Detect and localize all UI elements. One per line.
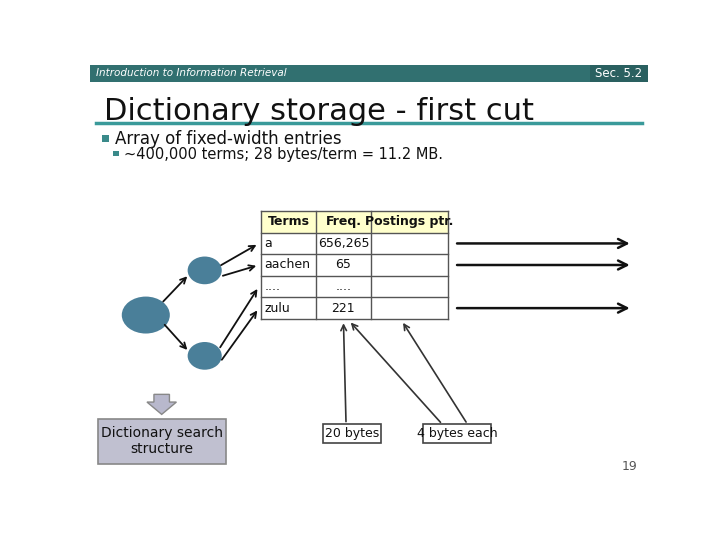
- Bar: [261, 211, 448, 233]
- Text: Dictionary storage - first cut: Dictionary storage - first cut: [104, 97, 534, 125]
- Text: Terms: Terms: [267, 215, 310, 228]
- Text: Array of fixed-width entries: Array of fixed-width entries: [114, 131, 341, 149]
- Bar: [590, 65, 648, 82]
- Text: ~400,000 terms; 28 bytes/term = 11.2 MB.: ~400,000 terms; 28 bytes/term = 11.2 MB.: [124, 147, 443, 163]
- Bar: [98, 419, 225, 464]
- Text: Sec. 5.2: Sec. 5.2: [595, 67, 642, 80]
- Text: Introduction to Information Retrieval: Introduction to Information Retrieval: [96, 68, 287, 78]
- Text: 221: 221: [332, 302, 355, 315]
- Text: 19: 19: [621, 460, 637, 473]
- Bar: [261, 298, 448, 319]
- Text: ....: ....: [336, 280, 351, 293]
- Text: zulu: zulu: [264, 302, 290, 315]
- Text: Freq.: Freq.: [325, 215, 361, 228]
- FancyBboxPatch shape: [323, 424, 382, 443]
- Text: Dictionary search
structure: Dictionary search structure: [101, 426, 222, 456]
- Text: 65: 65: [336, 259, 351, 272]
- Text: 656,265: 656,265: [318, 237, 369, 250]
- Text: ....: ....: [264, 280, 280, 293]
- Text: aachen: aachen: [264, 259, 310, 272]
- Bar: [261, 254, 448, 276]
- Text: a: a: [264, 237, 272, 250]
- Text: 4 bytes each: 4 bytes each: [417, 427, 498, 440]
- Bar: [261, 276, 448, 298]
- Bar: [90, 65, 648, 82]
- Bar: [113, 151, 119, 157]
- Ellipse shape: [188, 342, 222, 370]
- Ellipse shape: [122, 296, 170, 334]
- Ellipse shape: [188, 256, 222, 284]
- FancyArrow shape: [147, 394, 176, 414]
- FancyBboxPatch shape: [423, 424, 492, 443]
- Bar: [261, 233, 448, 254]
- Text: Postings ptr.: Postings ptr.: [365, 215, 454, 228]
- Text: 20 bytes: 20 bytes: [325, 427, 379, 440]
- Bar: [102, 135, 109, 142]
